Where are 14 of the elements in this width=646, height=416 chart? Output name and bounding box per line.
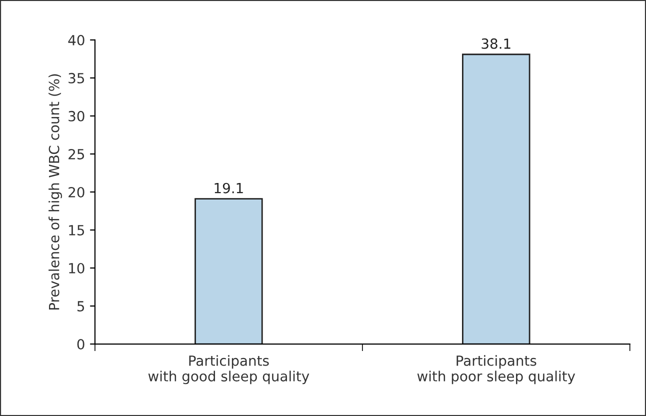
- y-tick-label: 0: [77, 339, 84, 350]
- x-tick-label: Participants with good sleep quality: [148, 355, 310, 384]
- y-tick-label: 10: [69, 262, 84, 274]
- y-tick-label: 30: [68, 110, 84, 122]
- y-tick-label: 20: [68, 186, 84, 198]
- y-tick-label: 25: [68, 148, 84, 160]
- x-tick-label: Participants with poor sleep quality: [417, 355, 576, 384]
- y-tick-label: 5: [77, 301, 84, 312]
- data-label: 19.1: [214, 182, 243, 194]
- y-axis-title: Prevalence of high WBC count (%): [48, 74, 62, 310]
- y-tick-label: 40: [68, 34, 84, 46]
- data-label: 38.1: [482, 38, 510, 49]
- y-tick-label: 15: [69, 225, 84, 236]
- y-tick-label: 35: [68, 72, 84, 84]
